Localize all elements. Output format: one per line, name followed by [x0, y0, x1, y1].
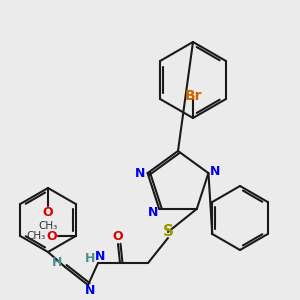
Text: N: N [95, 250, 105, 263]
Text: H: H [52, 256, 62, 269]
Text: O: O [46, 230, 57, 242]
Text: Br: Br [184, 89, 202, 103]
Text: N: N [148, 206, 158, 219]
Text: CH₃: CH₃ [26, 231, 45, 241]
Text: S: S [163, 224, 173, 239]
Text: N: N [134, 167, 145, 180]
Text: N: N [210, 165, 220, 178]
Text: H: H [85, 251, 95, 265]
Text: O: O [43, 206, 53, 218]
Text: N: N [85, 284, 95, 298]
Text: CH₃: CH₃ [38, 221, 58, 231]
Text: O: O [113, 230, 123, 244]
